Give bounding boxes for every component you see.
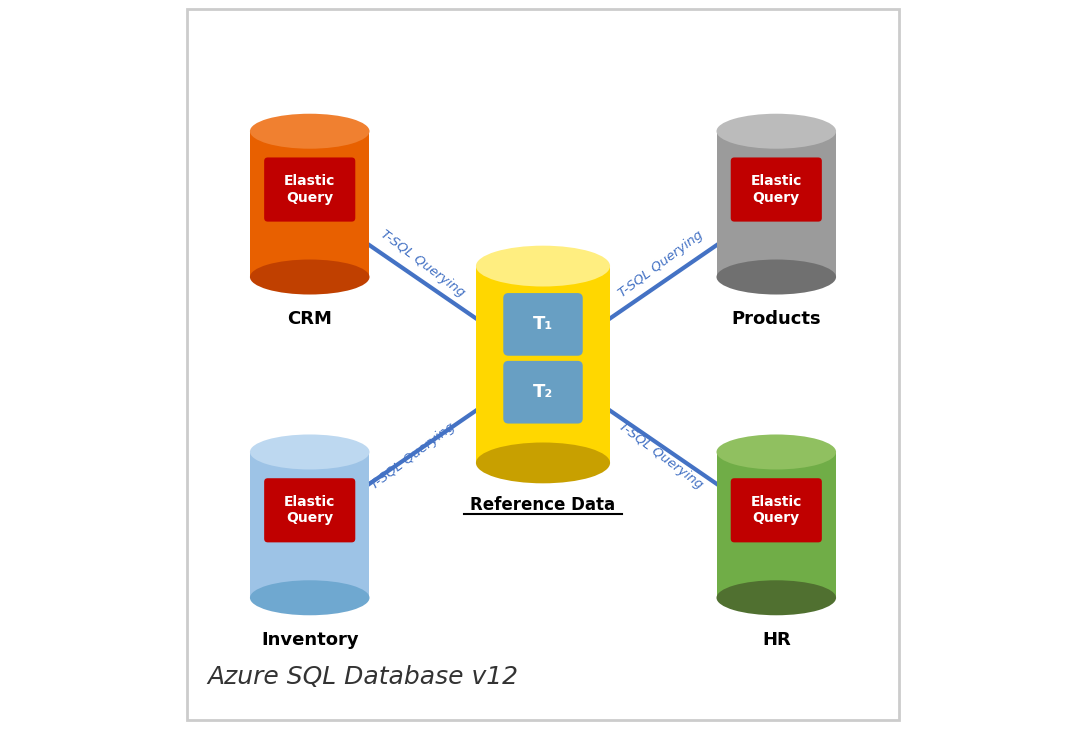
Ellipse shape (250, 260, 369, 295)
Text: CRM: CRM (288, 310, 332, 328)
FancyBboxPatch shape (731, 478, 822, 542)
Text: Elastic
Query: Elastic Query (750, 495, 801, 526)
Ellipse shape (476, 443, 610, 483)
Text: Elastic
Query: Elastic Query (285, 495, 336, 526)
Text: HR: HR (762, 631, 791, 649)
Text: T-SQL Querying: T-SQL Querying (617, 228, 706, 300)
FancyArrowPatch shape (337, 389, 506, 506)
Polygon shape (250, 131, 369, 277)
Text: T-SQL Querying: T-SQL Querying (368, 420, 458, 491)
FancyBboxPatch shape (264, 157, 355, 222)
Ellipse shape (717, 434, 836, 469)
Text: Azure SQL Database v12: Azure SQL Database v12 (207, 665, 519, 689)
Text: T₂: T₂ (533, 383, 553, 401)
FancyBboxPatch shape (264, 478, 355, 542)
Ellipse shape (717, 580, 836, 615)
Text: Inventory: Inventory (261, 631, 358, 649)
Text: Elastic
Query: Elastic Query (750, 174, 801, 205)
Polygon shape (250, 452, 369, 598)
FancyArrowPatch shape (580, 223, 749, 340)
Text: T-SQL Querying: T-SQL Querying (617, 420, 706, 491)
FancyArrowPatch shape (337, 223, 506, 340)
FancyBboxPatch shape (503, 293, 583, 356)
Polygon shape (476, 266, 610, 463)
Ellipse shape (717, 260, 836, 295)
Ellipse shape (250, 580, 369, 615)
FancyArrowPatch shape (580, 389, 749, 506)
Ellipse shape (717, 114, 836, 149)
Text: T₁: T₁ (533, 316, 553, 333)
FancyBboxPatch shape (503, 361, 583, 424)
Text: T-SQL Querying: T-SQL Querying (378, 228, 467, 300)
Text: Products: Products (732, 310, 821, 328)
Ellipse shape (250, 434, 369, 469)
Polygon shape (717, 452, 836, 598)
Ellipse shape (250, 114, 369, 149)
Text: Elastic
Query: Elastic Query (285, 174, 336, 205)
FancyBboxPatch shape (731, 157, 822, 222)
Polygon shape (717, 131, 836, 277)
Ellipse shape (476, 246, 610, 286)
Text: Reference Data: Reference Data (470, 496, 616, 514)
